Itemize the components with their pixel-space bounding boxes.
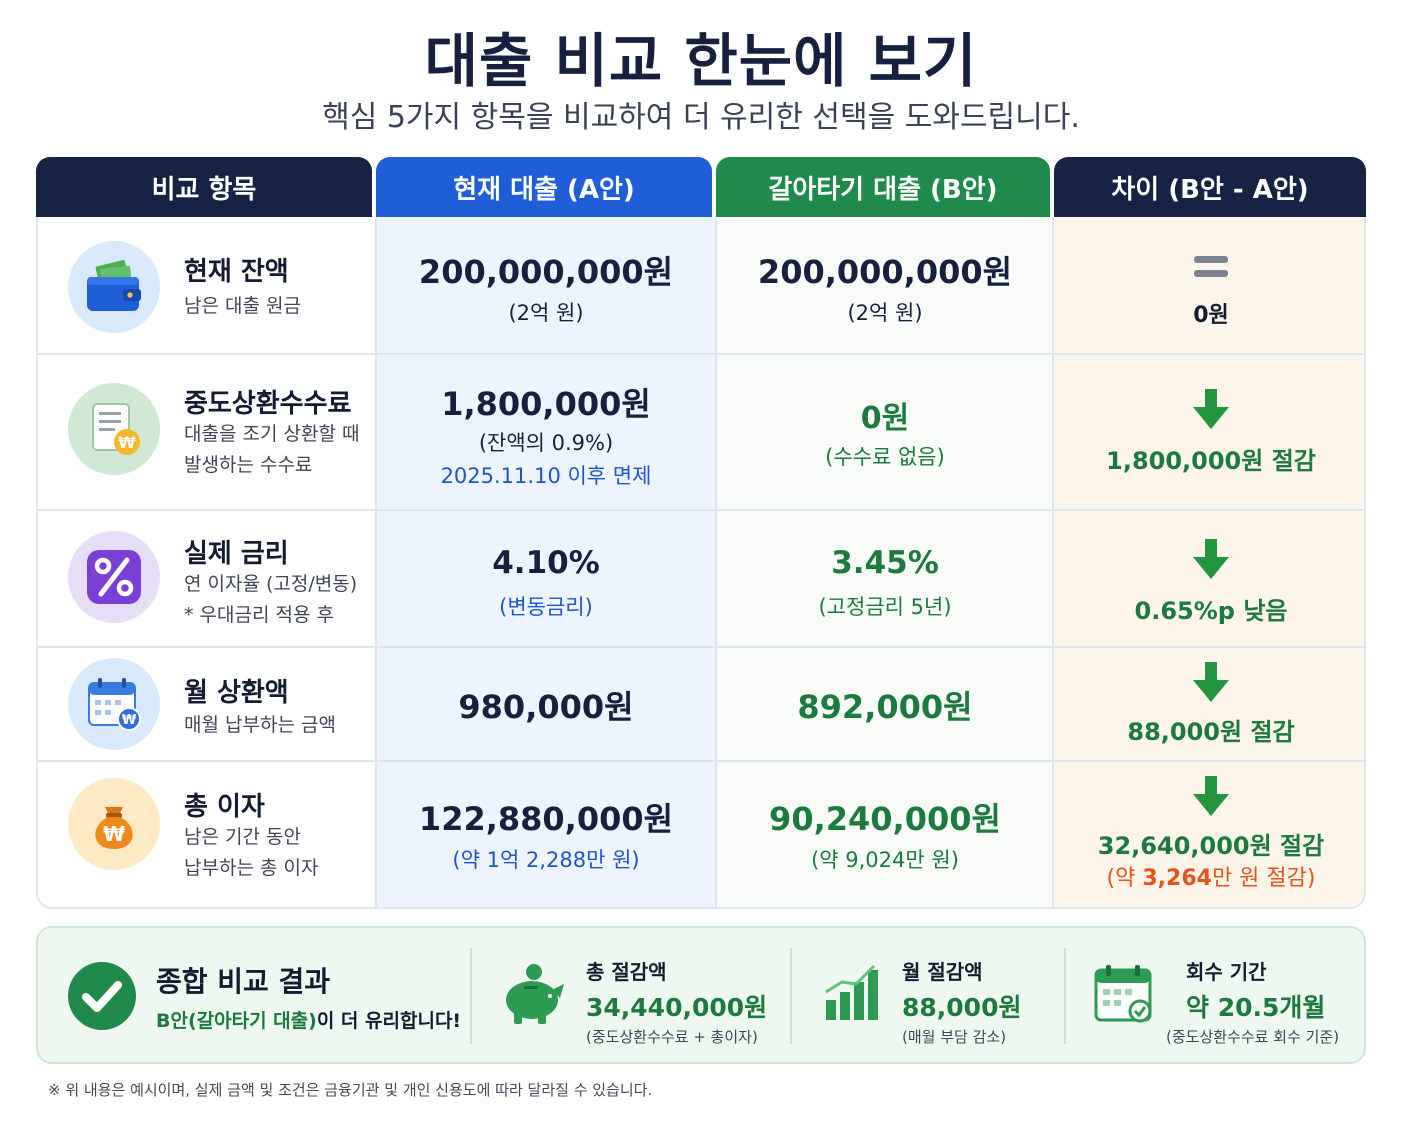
table-row: ₩ 중도상환수수료 대출을 조기 상환할 때 발생하는 수수료 1,800,00… [38, 355, 1364, 509]
fee-b-sub: (수수료 없음) [825, 445, 945, 469]
stat-value: 약 20.5개월 [1186, 993, 1326, 1022]
item-title: 총 이자 [184, 792, 265, 822]
fee-a-sub: (잔액의 0.9%) [478, 431, 614, 455]
summary-title: 종합 비교 결과 [156, 965, 331, 998]
page-subtitle: 핵심 5가지 항목을 비교하여 더 유리한 선택을 도와드립니다. [322, 100, 1080, 135]
divider [790, 948, 792, 1044]
item-desc: 남은 기간 동안 납부하는 총 이자 [184, 826, 319, 879]
document-won-icon: ₩ [68, 383, 160, 475]
divider [38, 509, 1364, 511]
column-b-bg [716, 217, 1054, 907]
divider [38, 353, 1364, 355]
monthly-a: 980,000원 [458, 688, 634, 726]
stat-label: 월 절감액 [902, 960, 983, 984]
difference-value: 0원 [1193, 303, 1229, 328]
rate-a: 4.10% [492, 545, 600, 581]
header-item: 비교 항목 [36, 157, 372, 217]
table-row: 실제 금리 연 이자율 (고정/변동) * 우대금리 적용 후 4.10% (변… [38, 511, 1364, 646]
current-balance-a: 200,000,000원 [418, 253, 674, 291]
bar-chart-icon [822, 962, 882, 1026]
difference-value: 0.65%p 낮음 [1134, 597, 1288, 625]
difference-value: 1,800,000원 절감 [1106, 447, 1316, 475]
divider [1064, 948, 1066, 1044]
divider [38, 760, 1364, 762]
item-desc: 남은 대출 원금 [184, 295, 301, 317]
stat-value: 88,000원 [902, 993, 1022, 1022]
item-title: 실제 금리 [184, 539, 289, 569]
table-row: 현재 잔액 남은 대출 원금 200,000,000원 (2억 원) 200,0… [38, 217, 1364, 353]
current-balance-b: 200,000,000원 [757, 253, 1013, 291]
interest-b-sub: (약 9,024만 원) [811, 848, 959, 872]
table-row: ₩ 총 이자 남은 기간 동안 납부하는 총 이자 122,880,000원 (… [38, 762, 1364, 907]
wallet-icon [68, 241, 160, 333]
stat-note: (중도상환수수료 회수 기준) [1166, 1028, 1340, 1046]
monthly-b: 892,000원 [797, 688, 973, 726]
current-balance-a-sub: (2억 원) [508, 301, 584, 325]
difference-approx: (약 3,264만 원 절감) [1106, 866, 1316, 891]
divider [1052, 217, 1054, 907]
arrow-down-icon [1054, 662, 1364, 702]
stat-note: (중도상환수수료 + 총이자) [586, 1028, 758, 1046]
arrow-down-icon [1054, 539, 1364, 579]
header-difference: 차이 (B안 - A안) [1054, 157, 1366, 217]
footnote: ※ 위 내용은 예시이며, 실제 금액 및 조건은 금융기관 및 개인 신용도에… [48, 1081, 653, 1099]
check-circle-icon [66, 960, 138, 1036]
summary-conclusion: B안(갈아타기 대출)이 더 유리합니다! [156, 1010, 462, 1032]
rate-b-sub: (고정금리 5년) [818, 595, 952, 619]
stat-label: 총 절감액 [586, 960, 667, 984]
table-row: ₩ 월 상환액 매월 납부하는 금액 980,000원 892,000원 88,… [38, 648, 1364, 760]
rate-a-sub: (변동금리) [499, 595, 593, 619]
item-title: 월 상환액 [184, 678, 289, 708]
header-new-loan: 갈아타기 대출 (B안) [716, 157, 1050, 217]
difference-value: 32,640,000원 절감 [1097, 832, 1325, 860]
stat-label: 회수 기간 [1186, 960, 1267, 984]
interest-b: 90,240,000원 [769, 800, 1001, 838]
fee-a-note: 2025.11.10 이후 면제 [440, 464, 652, 488]
fee-b: 0원 [860, 401, 910, 436]
divider [715, 217, 717, 907]
item-title: 현재 잔액 [184, 257, 289, 287]
stat-value: 34,440,000원 [586, 993, 768, 1022]
svg-text:₩: ₩ [122, 713, 137, 728]
arrow-down-icon [1054, 776, 1364, 816]
fee-a: 1,800,000원 [441, 385, 651, 423]
divider [470, 948, 472, 1044]
current-balance-b-sub: (2억 원) [847, 301, 923, 325]
arrow-down-icon [1054, 389, 1364, 429]
interest-a: 122,880,000원 [418, 800, 674, 838]
money-bag-icon: ₩ [68, 778, 160, 870]
piggy-bank-icon [498, 962, 568, 1030]
svg-text:₩: ₩ [103, 822, 125, 846]
difference-value: 88,000원 절감 [1127, 718, 1295, 746]
percent-icon [68, 531, 160, 623]
page-title: 대출 비교 한눈에 보기 [424, 27, 978, 95]
interest-a-sub: (약 1억 2,288만 원) [452, 848, 640, 872]
item-title: 중도상환수수료 [184, 389, 352, 419]
item-desc: 대출을 조기 상환할 때 발생하는 수수료 [184, 423, 360, 476]
column-a-bg [376, 217, 716, 907]
divider [375, 217, 377, 907]
calendar-check-icon [1092, 962, 1156, 1030]
equals-icon [1054, 255, 1364, 279]
rate-b: 3.45% [831, 545, 939, 581]
summary-panel: 종합 비교 결과 B안(갈아타기 대출)이 더 유리합니다! 총 절감액 34,… [36, 926, 1366, 1064]
item-desc: 매월 납부하는 금액 [184, 714, 336, 736]
item-desc: 연 이자율 (고정/변동) * 우대금리 적용 후 [184, 573, 358, 626]
header-current-loan: 현재 대출 (A안) [376, 157, 712, 217]
svg-text:₩: ₩ [118, 433, 136, 452]
stat-note: (매월 부담 감소) [902, 1028, 1007, 1046]
table-body: 현재 잔액 남은 대출 원금 200,000,000원 (2억 원) 200,0… [36, 217, 1366, 909]
calendar-won-icon: ₩ [68, 658, 160, 750]
divider [38, 646, 1364, 648]
